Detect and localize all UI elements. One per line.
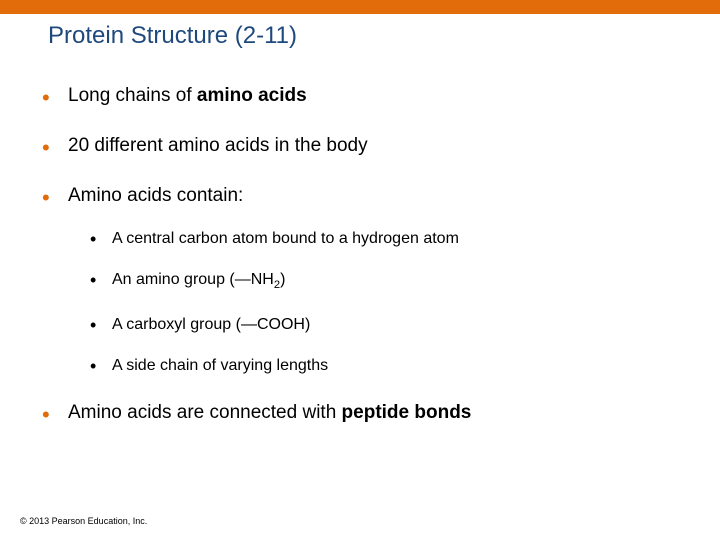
sub-bullet-item: An amino group (—NH2) (90, 270, 720, 293)
bullet-text: Long chains of (68, 85, 197, 106)
sub-bullet-text: A central carbon atom bound to a hydroge… (112, 230, 459, 247)
main-bullet-list: Long chains of amino acids 20 different … (0, 56, 720, 425)
bullet-item: Amino acids are connected with peptide b… (42, 401, 720, 425)
bullet-item: Long chains of amino acids (42, 84, 720, 108)
sub-bullet-list: A central carbon atom bound to a hydroge… (68, 207, 720, 375)
subscript: 2 (274, 280, 280, 292)
sub-bullet-text: An amino group (—NH (112, 271, 274, 288)
sub-bullet-item: A carboxyl group (—COOH) (90, 315, 720, 334)
copyright-footer: © 2013 Pearson Education, Inc. (20, 516, 147, 526)
sub-bullet-item: A side chain of varying lengths (90, 356, 720, 375)
sub-bullet-item: A central carbon atom bound to a hydroge… (90, 229, 720, 248)
sub-bullet-text: A carboxyl group (—COOH) (112, 316, 310, 333)
bullet-item: Amino acids contain: A central carbon at… (42, 184, 720, 376)
bullet-bold: peptide bonds (342, 402, 472, 423)
accent-top-bar (0, 0, 720, 14)
bullet-text: Amino acids contain: (68, 185, 243, 206)
bullet-bold: amino acids (197, 85, 307, 106)
sub-bullet-text: A side chain of varying lengths (112, 357, 328, 374)
bullet-text: Amino acids are connected with (68, 402, 342, 423)
bullet-item: 20 different amino acids in the body (42, 134, 720, 158)
bullet-text: 20 different amino acids in the body (68, 135, 368, 156)
page-title: Protein Structure (2-11) (0, 14, 720, 56)
